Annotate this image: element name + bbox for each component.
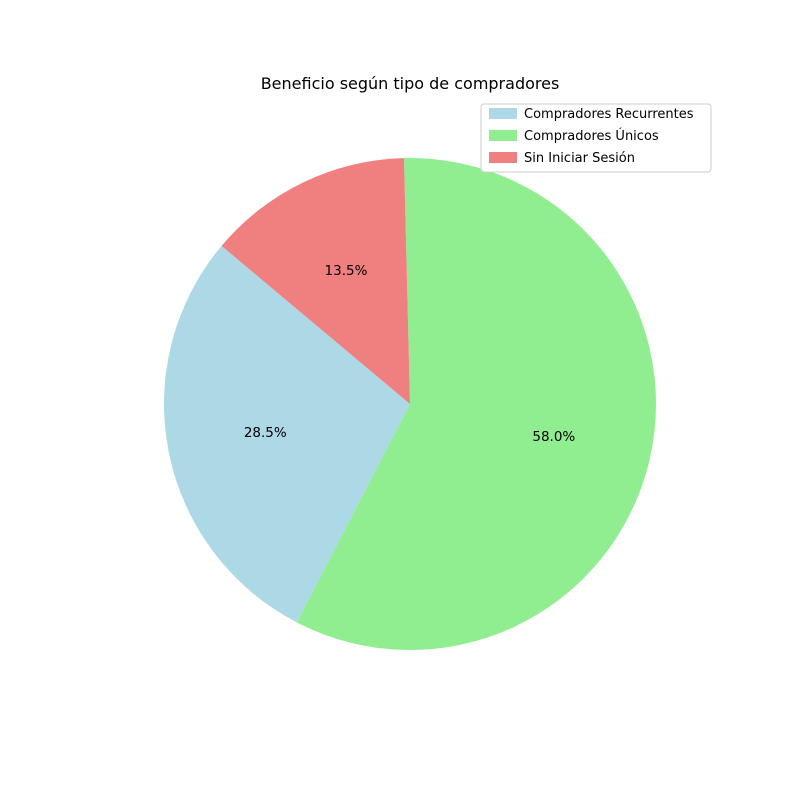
legend-label-sin-iniciar-sesion: Sin Iniciar Sesión — [524, 151, 635, 166]
pie-percentage-labels: 28.5% 58.0% 13.5% — [244, 263, 576, 445]
pie-label-sin-iniciar-sesion: 13.5% — [325, 263, 368, 279]
legend-swatch-compradores-recurrentes — [489, 108, 517, 119]
pie-label-compradores-recurrentes: 28.5% — [244, 425, 287, 441]
legend-swatch-compradores-unicos — [489, 130, 517, 141]
pie-slice-sin-iniciar-sesion — [221, 158, 410, 404]
legend-items: Compradores Recurrentes Compradores Único… — [489, 107, 694, 166]
legend-label-compradores-unicos: Compradores Únicos — [524, 128, 659, 144]
chart-title: Beneficio según tipo de compradores — [261, 74, 560, 93]
legend: Compradores Recurrentes Compradores Único… — [480, 103, 712, 173]
legend-swatch-sin-iniciar-sesion — [489, 152, 517, 163]
legend-label-compradores-recurrentes: Compradores Recurrentes — [524, 107, 694, 122]
pie-slices — [164, 157, 657, 651]
pie-label-compradores-unicos: 58.0% — [532, 429, 575, 445]
pie-slice-compradores-unicos — [296, 157, 657, 651]
legend-frame — [480, 103, 712, 173]
pie-slice-compradores-recurrentes — [164, 245, 410, 623]
